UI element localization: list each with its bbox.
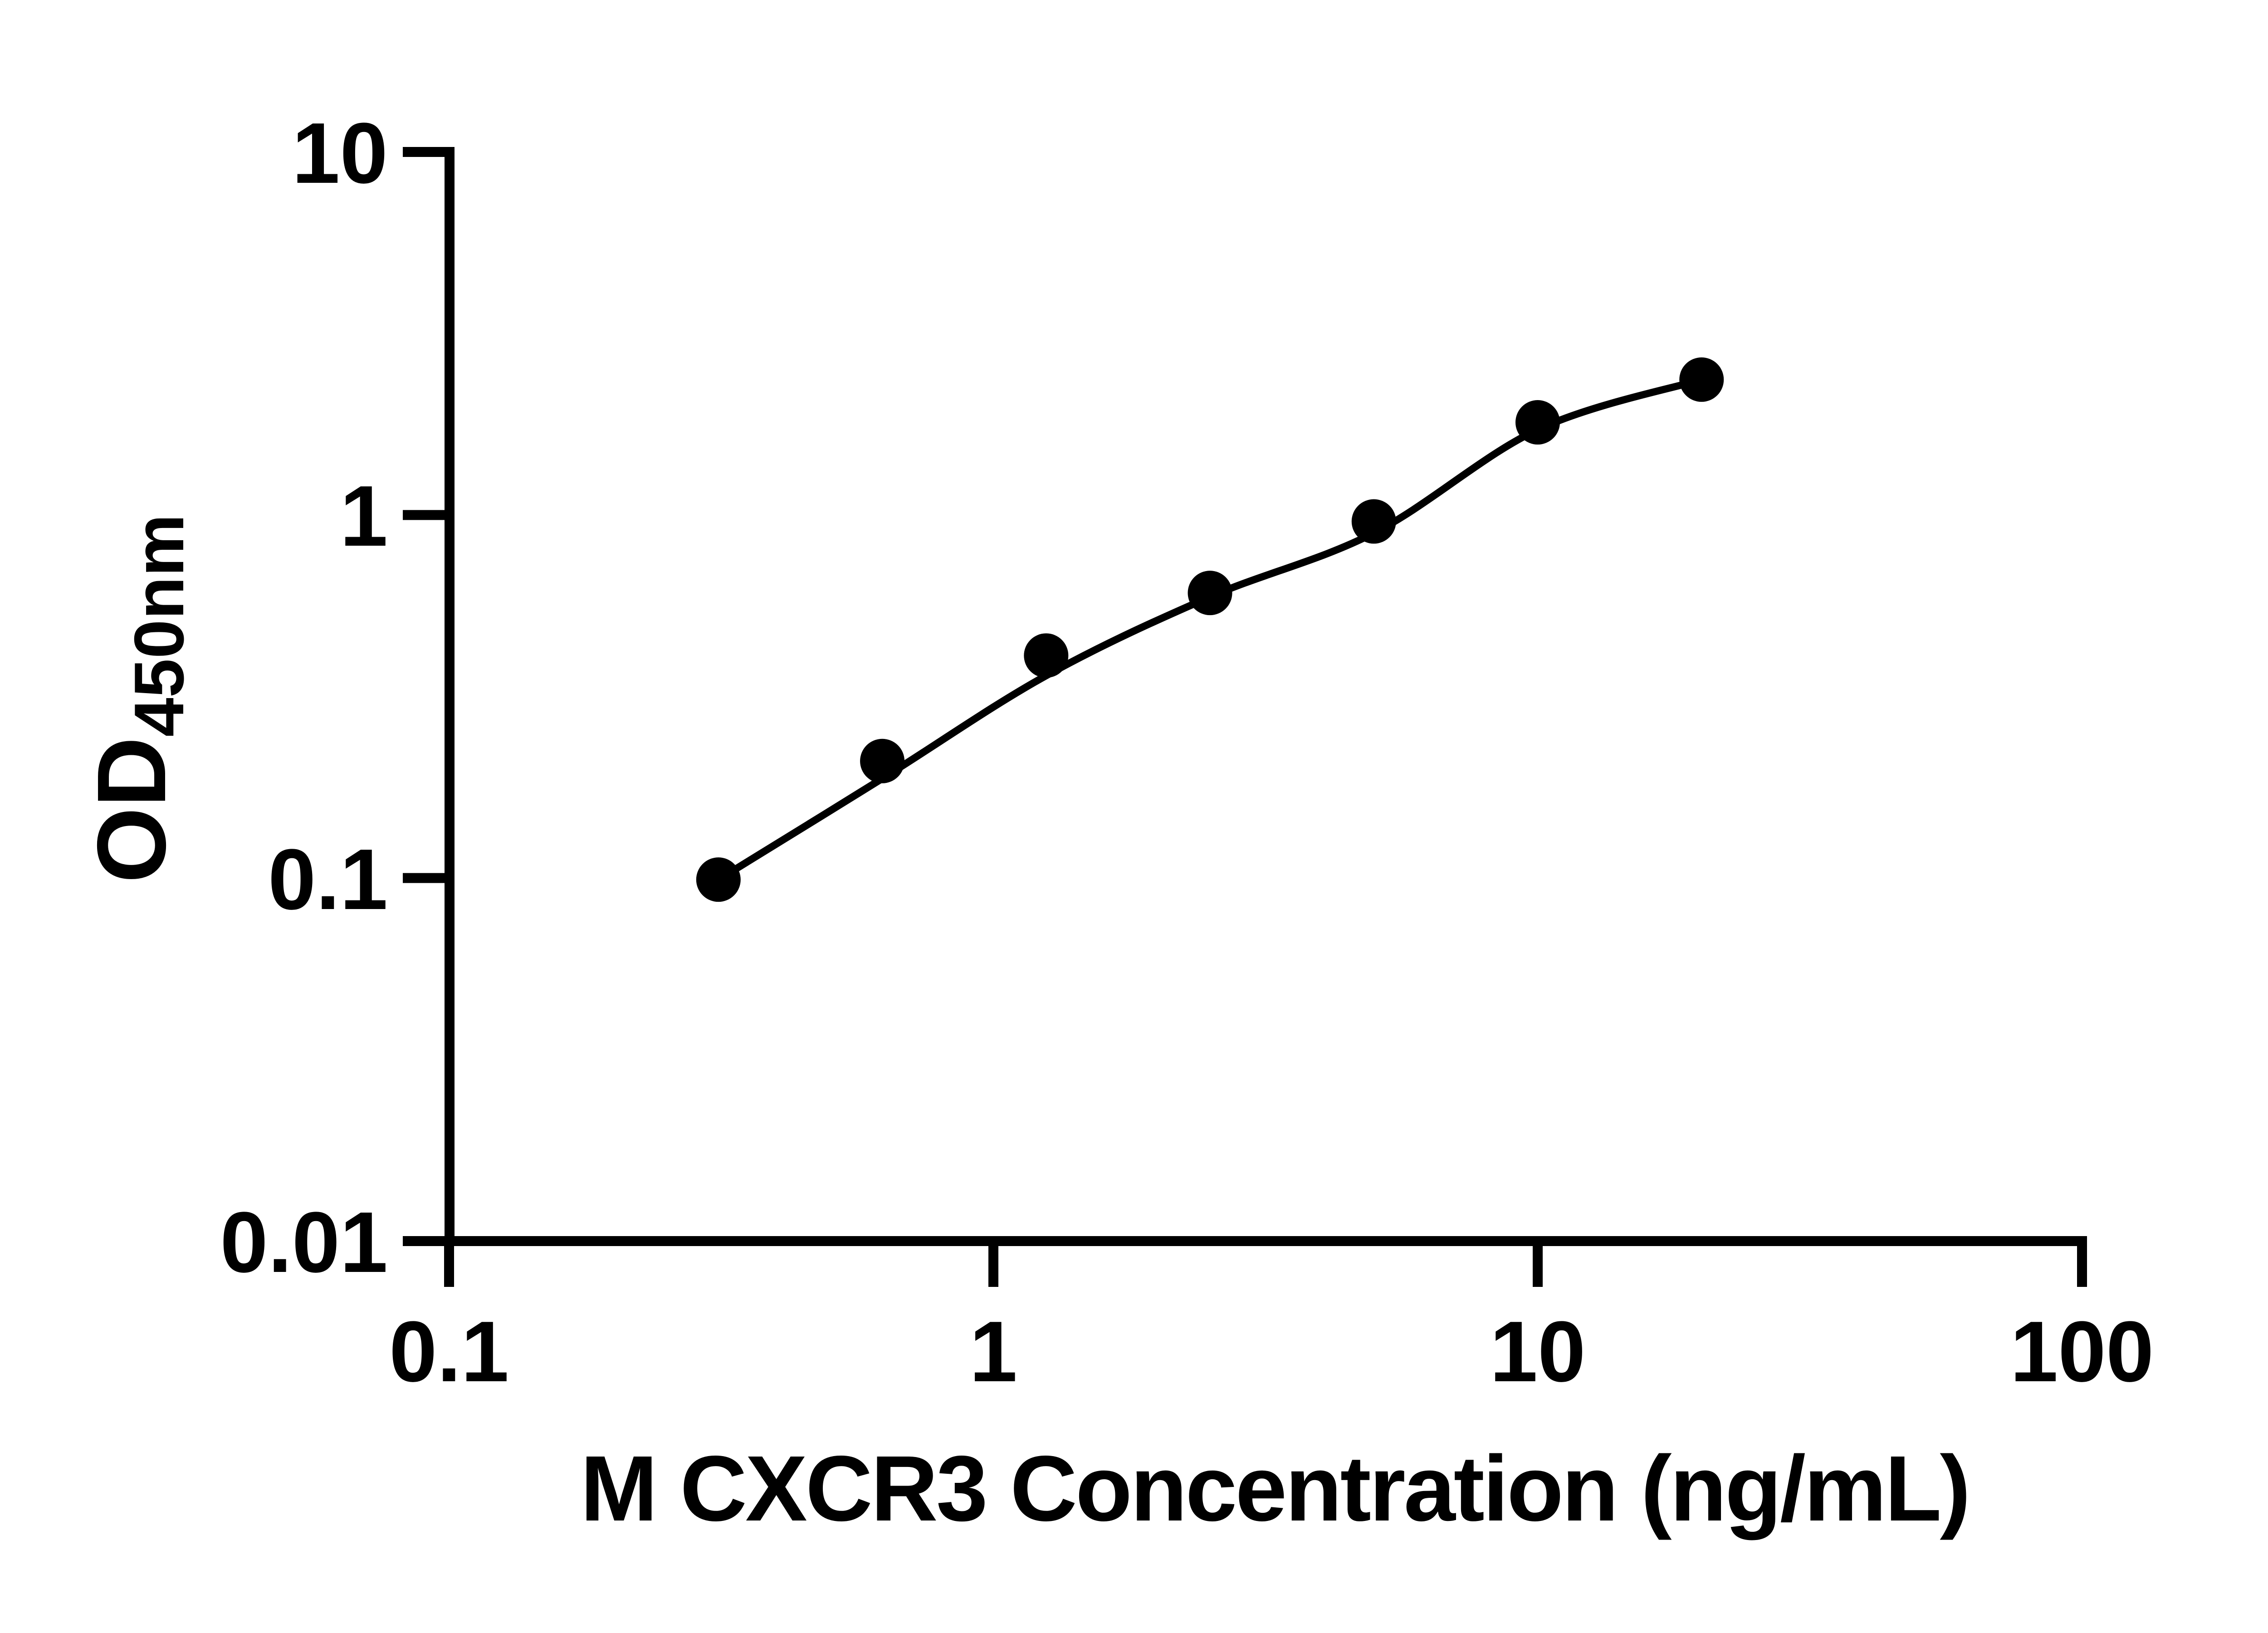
data-point-marker-0.3125ng/mL bbox=[696, 857, 741, 902]
y-axis-title-subscript: 450nm bbox=[120, 514, 198, 737]
x-tick-label-0.1: 0.1 bbox=[389, 1304, 509, 1400]
y-tick-label-0.1: 0.1 bbox=[268, 831, 388, 928]
x-axis-title: M CXCR3 Concentration (ng/mL) bbox=[580, 1437, 1970, 1540]
standard-curve-fit-line bbox=[714, 376, 1706, 884]
y-tick-label-0.01: 0.01 bbox=[220, 1194, 388, 1291]
data-point-marker-2.5ng/mL bbox=[1188, 571, 1232, 616]
y-axis-title-main: OD bbox=[77, 737, 186, 883]
y-tick-label-10: 10 bbox=[292, 105, 388, 201]
y-tick-label-1: 1 bbox=[340, 468, 388, 565]
data-point-marker-0.625ng/mL bbox=[860, 738, 905, 783]
y-axis-title: OD450nm bbox=[77, 494, 198, 903]
x-tick-label-100: 100 bbox=[2010, 1304, 2154, 1400]
data-point-marker-1.25ng/mL bbox=[1024, 633, 1069, 678]
data-point-marker-10ng/mL bbox=[1515, 400, 1560, 445]
x-tick-label-1: 1 bbox=[969, 1304, 1017, 1400]
data-point-marker-20ng/mL bbox=[1679, 357, 1724, 402]
x-tick-label-10: 10 bbox=[1490, 1304, 1586, 1400]
data-point-marker-5ng/mL bbox=[1351, 499, 1396, 544]
